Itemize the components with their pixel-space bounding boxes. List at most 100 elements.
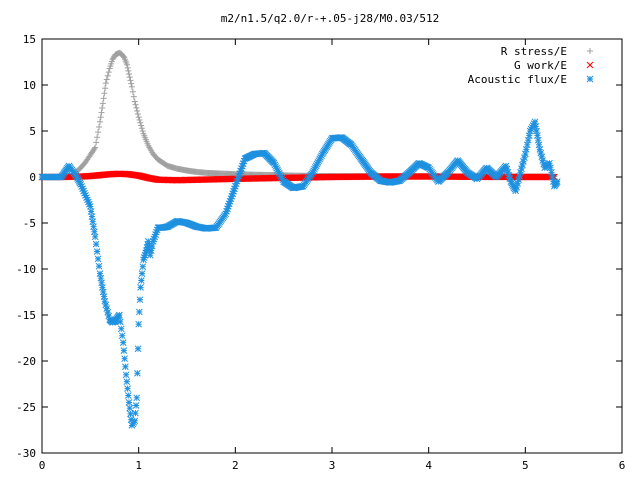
data-point (93, 139, 100, 146)
legend-label: G work/E (514, 59, 567, 72)
data-point (100, 95, 107, 102)
data-point (525, 132, 533, 139)
data-point (137, 119, 144, 126)
data-point (92, 144, 99, 151)
data-point (97, 118, 103, 125)
data-point (136, 296, 144, 304)
y-tick-label: -25 (16, 401, 36, 414)
data-point (121, 355, 129, 363)
data-point (137, 284, 144, 291)
data-point (128, 80, 135, 87)
x-tick-label: 4 (425, 459, 432, 472)
data-point (125, 399, 133, 406)
x-tick-label: 0 (39, 459, 46, 472)
data-point (104, 308, 112, 316)
y-tick-label: 5 (29, 125, 36, 138)
y-tick-label: -15 (16, 309, 36, 322)
data-point (124, 392, 132, 399)
data-point (126, 404, 134, 412)
data-point (117, 325, 125, 333)
data-point (139, 128, 146, 134)
data-point (127, 77, 134, 84)
data-point (116, 318, 124, 326)
data-point (132, 409, 139, 417)
data-point (90, 223, 97, 231)
data-point (124, 64, 131, 71)
data-point (94, 255, 102, 263)
data-point (132, 402, 140, 409)
data-point (138, 125, 145, 132)
data-point (137, 277, 145, 284)
x-tick-label: 6 (619, 459, 626, 472)
legend-label: Acoustic flux/E (468, 73, 567, 86)
data-point (126, 74, 133, 81)
data-point (135, 114, 142, 121)
data-point (125, 67, 132, 74)
data-point (133, 104, 140, 111)
series-0 (39, 49, 558, 180)
data-point (92, 240, 100, 248)
data-point (136, 116, 143, 123)
x-tick-label: 3 (329, 459, 336, 472)
legend-marker (586, 75, 594, 83)
data-point (537, 149, 545, 157)
data-point (135, 320, 143, 328)
data-point (132, 101, 139, 108)
data-point (138, 270, 146, 277)
data-point (122, 371, 130, 379)
data-point (102, 85, 109, 92)
data-point (138, 122, 145, 129)
chart-title: m2/n1.5/q2.0/r-+.05-j28/M0.03/512 (221, 12, 440, 25)
plot-frame (41, 38, 623, 454)
y-tick-label: 15 (23, 33, 36, 46)
data-point (105, 69, 112, 76)
data-point (128, 83, 135, 90)
x-tick-label: 5 (522, 459, 529, 472)
data-point (119, 339, 127, 346)
data-point (99, 100, 106, 107)
data-point (91, 145, 98, 152)
data-point (93, 248, 101, 255)
data-point (103, 76, 110, 83)
data-point (133, 394, 141, 402)
axes: 0 1 2 3 4 5 6 15 10 5 0 -5 -10 -15 -20 -25 -30 (16, 33, 625, 472)
data-point (104, 72, 111, 79)
data-point (124, 385, 131, 392)
legend-marker (587, 48, 593, 54)
data-point (94, 134, 101, 141)
data-point (135, 308, 143, 316)
y-tick-label: 0 (29, 171, 36, 184)
data-point (118, 332, 126, 340)
data-point (134, 345, 142, 353)
data-point (139, 263, 147, 271)
data-point (123, 378, 131, 386)
data-point (98, 109, 105, 116)
data-point (553, 178, 561, 185)
data-point (134, 369, 141, 377)
data-point (120, 53, 127, 60)
data-point (514, 180, 521, 187)
y-tick-label: -20 (16, 355, 36, 368)
data-point (122, 363, 129, 371)
data-point (134, 107, 141, 114)
data-point (131, 98, 138, 105)
data-point (91, 233, 99, 241)
legend-marker (586, 61, 594, 69)
legend-label: R stress/E (501, 45, 567, 58)
y-tick-label: 10 (23, 79, 36, 92)
data-point (120, 347, 128, 355)
data-point (130, 93, 137, 100)
data-point (97, 114, 104, 121)
series-2 (38, 118, 561, 429)
data-point (521, 150, 529, 158)
data-point (95, 262, 103, 270)
y-tick-label: -10 (16, 263, 36, 276)
x-tick-label: 2 (232, 459, 239, 472)
x-tick-label: 1 (135, 459, 142, 472)
data-point (134, 111, 141, 118)
y-tick-label: -30 (16, 447, 36, 460)
data-point (124, 61, 131, 68)
data-marks (38, 49, 561, 429)
